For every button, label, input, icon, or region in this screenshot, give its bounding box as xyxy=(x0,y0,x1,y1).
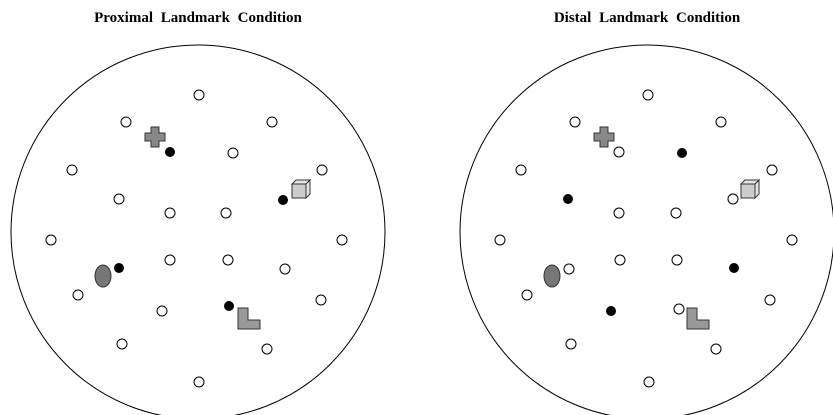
open-location xyxy=(280,264,290,274)
open-location xyxy=(46,235,56,245)
open-location xyxy=(570,117,580,127)
oval-landmark xyxy=(544,265,560,287)
cross-landmark xyxy=(145,127,165,147)
open-location xyxy=(495,235,505,245)
goal-location xyxy=(677,148,687,158)
open-location xyxy=(337,235,347,245)
l-landmark xyxy=(238,308,260,329)
open-location xyxy=(194,90,204,100)
open-location xyxy=(672,255,682,265)
figure: Proximal Landmark Condition Distal Landm… xyxy=(0,0,833,415)
cross-landmark xyxy=(594,127,614,147)
open-location xyxy=(522,290,532,300)
goal-location xyxy=(165,147,175,157)
open-location xyxy=(644,377,654,387)
open-location xyxy=(711,344,721,354)
open-location xyxy=(317,165,327,175)
open-location xyxy=(121,117,131,127)
open-location xyxy=(316,295,326,305)
panel-title: Distal Landmark Condition xyxy=(554,10,741,26)
arena xyxy=(460,45,833,415)
goal-location xyxy=(606,306,616,316)
open-location xyxy=(73,290,83,300)
page: {"panels": [{"title": "Proximal Landmark… xyxy=(0,0,833,415)
open-location xyxy=(671,208,681,218)
oval-landmark xyxy=(95,265,111,287)
open-location xyxy=(67,165,77,175)
open-location xyxy=(262,344,272,354)
open-location xyxy=(767,165,777,175)
open-location xyxy=(716,117,726,127)
open-location xyxy=(564,264,574,274)
open-location xyxy=(643,90,653,100)
open-location xyxy=(615,255,625,265)
cube-landmark xyxy=(741,184,755,198)
arena xyxy=(11,45,385,415)
open-location xyxy=(787,235,797,245)
open-location xyxy=(267,117,277,127)
open-location xyxy=(614,208,624,218)
open-location xyxy=(114,194,124,204)
open-location xyxy=(614,147,624,157)
open-location xyxy=(516,165,526,175)
open-location xyxy=(165,208,175,218)
open-location xyxy=(728,194,738,204)
panel-title: Proximal Landmark Condition xyxy=(94,10,302,26)
open-location xyxy=(221,208,231,218)
goal-location xyxy=(114,263,124,273)
open-location xyxy=(228,148,238,158)
marks xyxy=(46,90,797,387)
goal-location xyxy=(278,195,288,205)
open-location xyxy=(674,304,684,314)
l-landmark xyxy=(687,308,709,329)
open-location xyxy=(194,377,204,387)
goal-location xyxy=(729,263,739,273)
open-location xyxy=(165,255,175,265)
open-location xyxy=(117,339,127,349)
open-location xyxy=(765,295,775,305)
goal-location xyxy=(224,301,234,311)
goal-location xyxy=(563,194,573,204)
open-location xyxy=(157,306,167,316)
cube-landmark xyxy=(292,184,306,198)
open-location xyxy=(566,339,576,349)
open-location xyxy=(223,255,233,265)
